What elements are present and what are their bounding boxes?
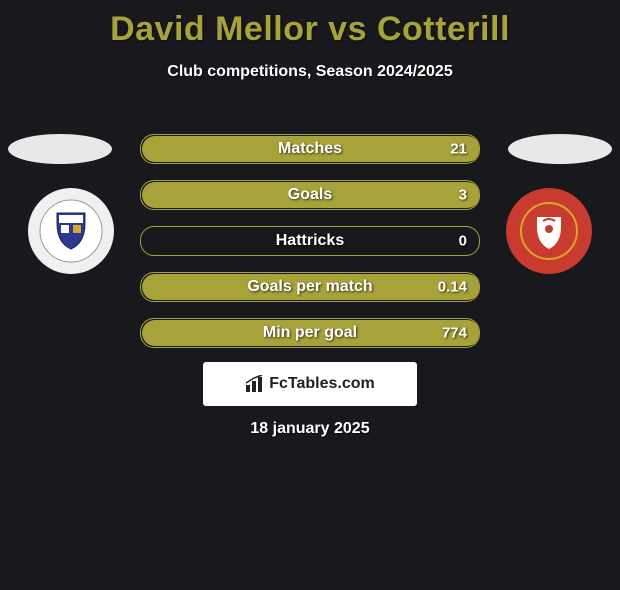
stat-bar-value: 774 [442, 325, 467, 342]
date-text: 18 january 2025 [0, 420, 620, 438]
stat-bar-label: Matches [141, 140, 479, 158]
stat-bar-matches: Matches 21 [140, 134, 480, 164]
stat-bar-value: 0.14 [438, 279, 467, 296]
stat-bar-value: 3 [459, 187, 467, 204]
stat-bar-goals: Goals 3 [140, 180, 480, 210]
stat-bar-label: Min per goal [141, 324, 479, 342]
stat-bar-label: Hattricks [141, 232, 479, 250]
stat-bars: Matches 21 Goals 3 Hattricks 0 Goals per… [140, 134, 480, 364]
page-title: David Mellor vs Cotterill [0, 10, 620, 49]
stat-bar-goals-per-match: Goals per match 0.14 [140, 272, 480, 302]
stat-bar-value: 0 [459, 233, 467, 250]
brand-text: FcTables.com [269, 375, 375, 393]
brand-badge: FcTables.com [203, 362, 417, 406]
club-logo-right [506, 188, 592, 274]
stat-bar-value: 21 [450, 141, 467, 158]
player-left-placeholder [8, 134, 112, 164]
crest-icon [517, 199, 581, 263]
subtitle: Club competitions, Season 2024/2025 [0, 63, 620, 81]
bars-icon [245, 375, 265, 393]
stat-bar-hattricks: Hattricks 0 [140, 226, 480, 256]
shield-icon [39, 199, 103, 263]
player-right-placeholder [508, 134, 612, 164]
stat-bar-min-per-goal: Min per goal 774 [140, 318, 480, 348]
club-logo-left [28, 188, 114, 274]
stat-bar-label: Goals [141, 186, 479, 204]
stat-bar-label: Goals per match [141, 278, 479, 296]
